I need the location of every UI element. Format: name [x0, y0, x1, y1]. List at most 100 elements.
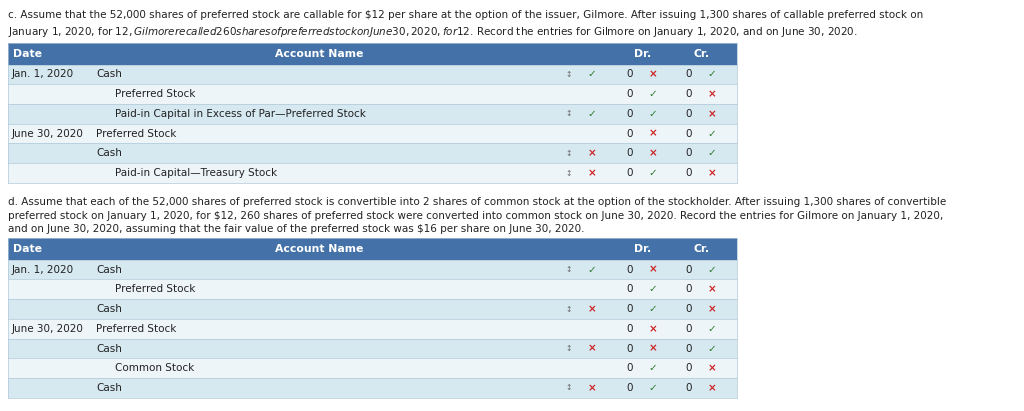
Text: ✓: ✓ [649, 383, 657, 393]
Text: Preferred Stock: Preferred Stock [115, 284, 195, 294]
Text: ×: × [708, 383, 716, 393]
Text: ×: × [588, 344, 596, 353]
Text: 0: 0 [627, 284, 633, 294]
Bar [8, 65, 737, 84]
Text: Date: Date [13, 244, 42, 254]
Text: June 30, 2020: June 30, 2020 [11, 129, 83, 139]
Text: Paid-in Capital in Excess of Par—Preferred Stock: Paid-in Capital in Excess of Par—Preferr… [115, 109, 366, 119]
Text: ✓: ✓ [708, 148, 716, 158]
Text: 0: 0 [685, 89, 691, 99]
Text: ×: × [649, 344, 657, 353]
Text: 0: 0 [627, 383, 633, 393]
Text: preferred stock on January 1, 2020, for $12, 260 shares of preferred stock were : preferred stock on January 1, 2020, for … [8, 211, 943, 221]
Text: ✓: ✓ [649, 284, 657, 294]
Bar [8, 299, 737, 319]
Text: ✓: ✓ [588, 265, 596, 275]
Bar [8, 163, 737, 183]
Text: ×: × [588, 148, 596, 158]
Text: ↕: ↕ [565, 305, 571, 314]
Text: ✓: ✓ [588, 69, 596, 79]
Text: Preferred Stock: Preferred Stock [96, 324, 176, 334]
Text: Cash: Cash [96, 304, 122, 314]
Text: 0: 0 [627, 69, 633, 79]
Text: ✓: ✓ [649, 109, 657, 119]
Text: 0: 0 [685, 344, 691, 353]
Text: ✓: ✓ [649, 168, 657, 178]
Bar [8, 104, 737, 124]
Text: Dr.: Dr. [635, 244, 651, 254]
Text: Cash: Cash [96, 265, 122, 275]
Text: ✓: ✓ [649, 89, 657, 99]
Bar [8, 84, 737, 104]
Bar [8, 260, 737, 279]
Bar [8, 143, 737, 163]
Text: Jan. 1, 2020: Jan. 1, 2020 [11, 265, 74, 275]
Text: 0: 0 [685, 168, 691, 178]
Text: Paid-in Capital—Treasury Stock: Paid-in Capital—Treasury Stock [115, 168, 276, 178]
Text: 0: 0 [685, 363, 691, 373]
Text: 0: 0 [685, 324, 691, 334]
Text: ×: × [649, 148, 657, 158]
Text: 0: 0 [627, 129, 633, 139]
Bar [8, 378, 737, 398]
Text: 0: 0 [685, 383, 691, 393]
Text: ✓: ✓ [708, 324, 716, 334]
Text: ↕: ↕ [565, 70, 571, 79]
Text: ↕: ↕ [565, 169, 571, 178]
Text: ✓: ✓ [708, 129, 716, 139]
Text: 0: 0 [685, 109, 691, 119]
Text: ×: × [588, 383, 596, 393]
Bar [8, 238, 737, 260]
Text: ✓: ✓ [649, 304, 657, 314]
Text: ✓: ✓ [708, 69, 716, 79]
Text: 0: 0 [685, 284, 691, 294]
Text: ×: × [588, 168, 596, 178]
Text: ×: × [649, 69, 657, 79]
Text: 0: 0 [685, 69, 691, 79]
Bar [8, 358, 737, 378]
Text: ×: × [708, 89, 716, 99]
Text: 0: 0 [627, 304, 633, 314]
Text: ×: × [588, 304, 596, 314]
Text: ×: × [708, 109, 716, 119]
Text: 0: 0 [627, 109, 633, 119]
Text: and on June 30, 2020, assuming that the fair value of the preferred stock was $1: and on June 30, 2020, assuming that the … [8, 224, 585, 234]
Text: 0: 0 [685, 129, 691, 139]
Text: Date: Date [13, 49, 42, 59]
Text: ↕: ↕ [565, 265, 571, 274]
Text: Account Name: Account Name [275, 244, 364, 254]
Text: Cash: Cash [96, 148, 122, 158]
Text: Dr.: Dr. [635, 49, 651, 59]
Bar [8, 319, 737, 339]
Text: 0: 0 [685, 148, 691, 158]
Text: ✓: ✓ [708, 265, 716, 275]
Text: ✓: ✓ [588, 109, 596, 119]
Text: ×: × [649, 129, 657, 139]
Text: June 30, 2020: June 30, 2020 [11, 324, 83, 334]
Text: Cr.: Cr. [693, 244, 710, 254]
Text: 0: 0 [627, 265, 633, 275]
Text: ✓: ✓ [708, 344, 716, 353]
Text: Account Name: Account Name [275, 49, 364, 59]
Text: Preferred Stock: Preferred Stock [115, 89, 195, 99]
Text: d. Assume that each of the 52,000 shares of preferred stock is convertible into : d. Assume that each of the 52,000 shares… [8, 197, 946, 207]
Bar [8, 339, 737, 358]
Text: 0: 0 [627, 148, 633, 158]
Text: c. Assume that the 52,000 shares of preferred stock are callable for $12 per sha: c. Assume that the 52,000 shares of pref… [8, 10, 924, 20]
Text: Cash: Cash [96, 383, 122, 393]
Text: ×: × [708, 284, 716, 294]
Bar [8, 124, 737, 143]
Text: Jan. 1, 2020: Jan. 1, 2020 [11, 69, 74, 79]
Text: ×: × [708, 363, 716, 373]
Text: January 1, 2020, for $12, Gilmore recalled 260 shares of preferred stock on June: January 1, 2020, for $12, Gilmore recall… [8, 25, 858, 39]
Text: ↕: ↕ [565, 344, 571, 353]
Text: ✓: ✓ [649, 363, 657, 373]
Text: 0: 0 [627, 89, 633, 99]
Bar [8, 43, 737, 65]
Text: Preferred Stock: Preferred Stock [96, 129, 176, 139]
Text: ↕: ↕ [565, 383, 571, 393]
Text: ↕: ↕ [565, 109, 571, 118]
Text: Cr.: Cr. [693, 49, 710, 59]
Text: 0: 0 [627, 344, 633, 353]
Text: 0: 0 [685, 265, 691, 275]
